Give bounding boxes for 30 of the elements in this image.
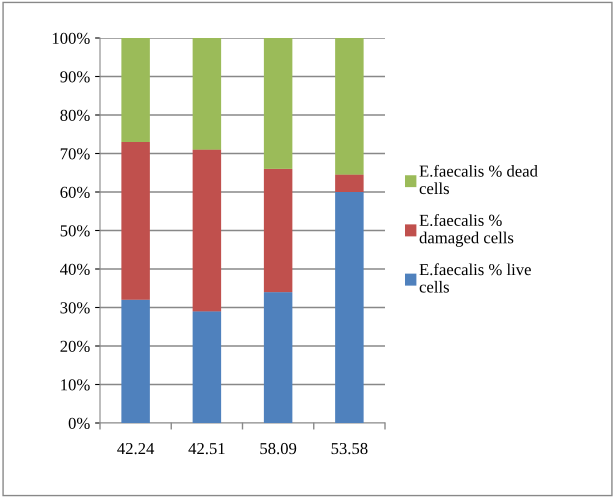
bar [121,300,150,423]
bar [121,142,150,300]
y-tick-label: 10% [61,379,90,390]
legend-label: E.faecalis % dead cells [420,164,538,194]
x-tick-label: 42.24 [117,442,154,454]
y-tick-label: 60% [60,186,90,198]
legend-label: E.faecalis % damaged cells [420,214,514,247]
bar [192,311,222,423]
bar [335,38,364,175]
bar [335,192,364,423]
x-tick-label: 58.09 [260,442,296,454]
x-tick-label: 53.58 [332,442,368,454]
bar [192,38,222,150]
y-tick-label: 30% [60,302,90,314]
y-tick-label: 90% [60,71,90,82]
bar [264,168,292,292]
legend-label: E.faecalis % live cells [420,263,531,293]
bar [192,150,222,312]
y-tick-label: 80% [60,110,90,121]
y-tick-label: 50% [60,225,90,236]
y-tick-label: 40% [60,264,90,275]
bar [264,292,292,423]
y-tick-label: 70% [60,148,90,160]
bar [264,38,292,169]
y-tick-label: 20% [60,340,90,352]
y-tick-label: 0% [68,418,90,429]
x-tick-label: 42.51 [188,442,225,454]
bar [335,174,364,192]
bar [121,38,150,142]
y-tick-label: 100% [52,32,90,44]
